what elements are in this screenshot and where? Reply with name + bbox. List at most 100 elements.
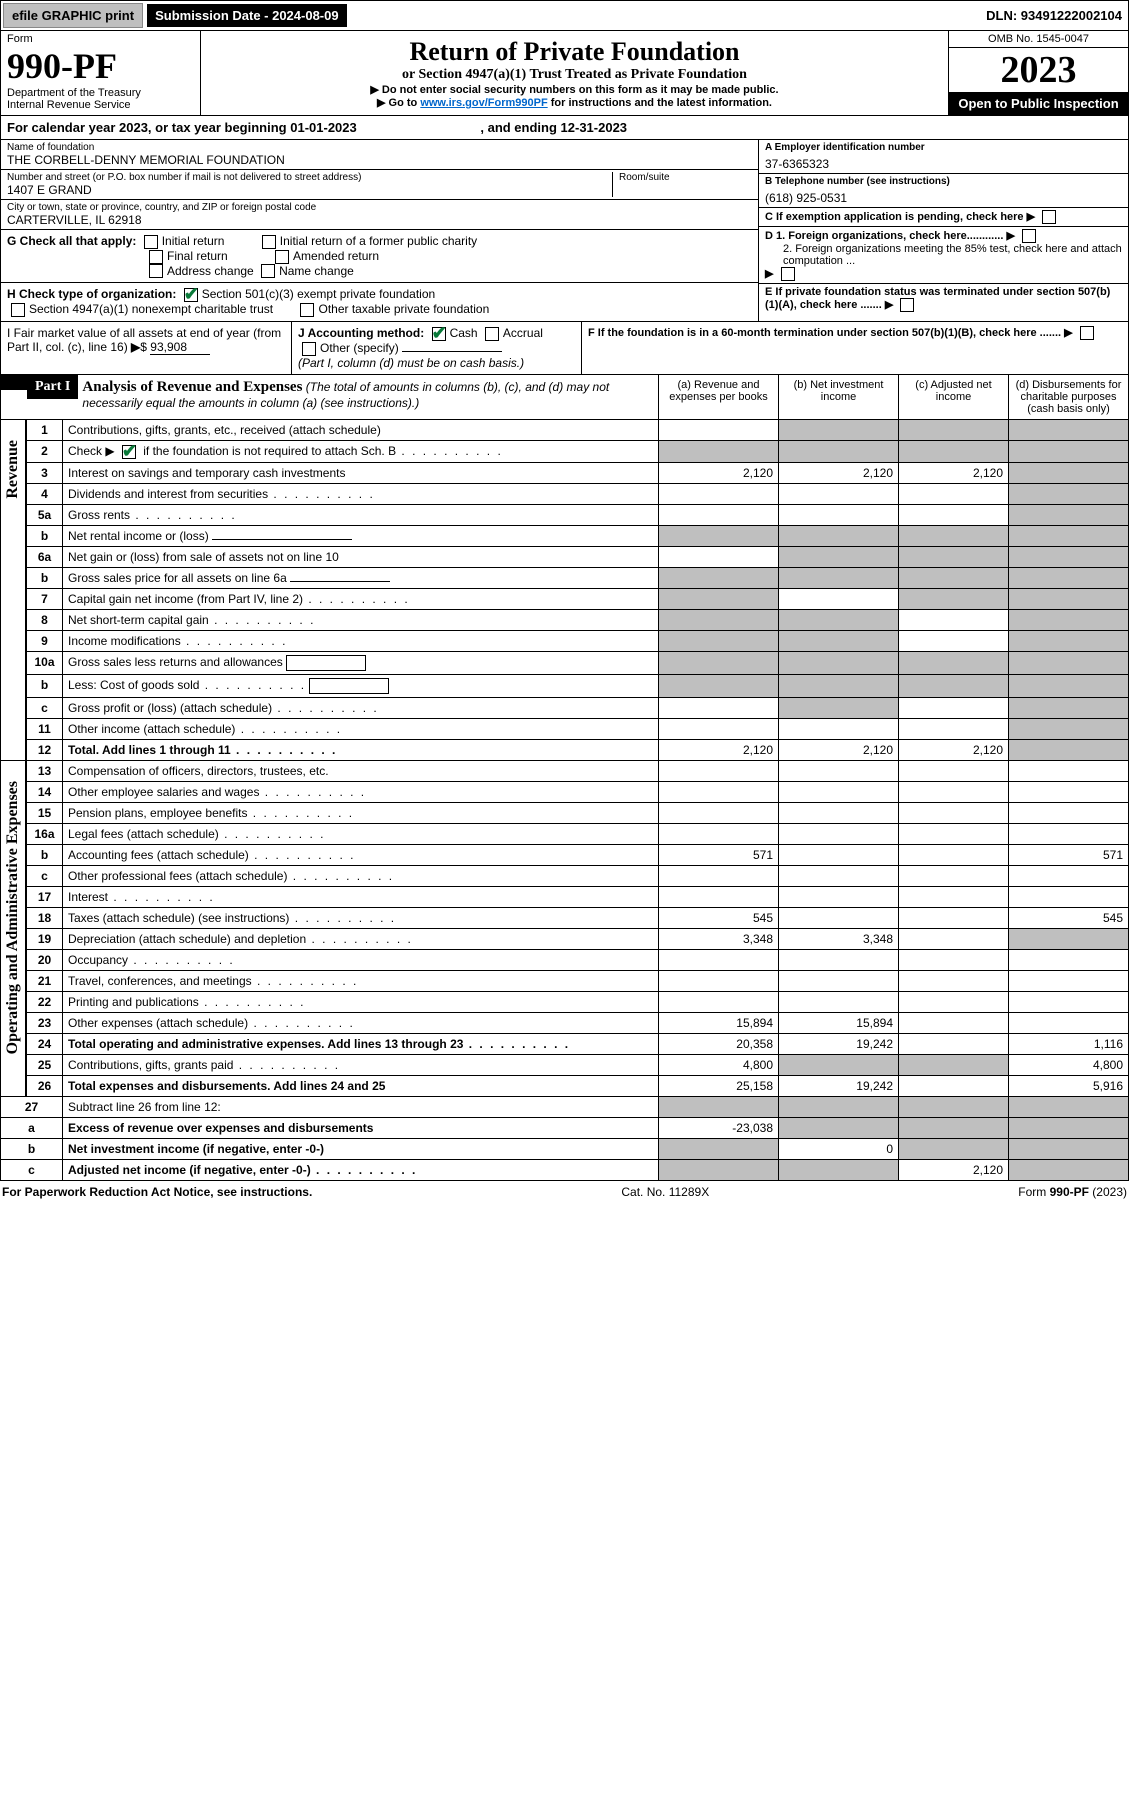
revenue-side-label: Revenue xyxy=(0,420,26,761)
city-label: City or town, state or province, country… xyxy=(7,202,752,213)
room-label: Room/suite xyxy=(619,172,752,183)
chk-accrual[interactable] xyxy=(485,327,499,341)
chk-other-taxable[interactable] xyxy=(300,303,314,317)
chk-address-change[interactable] xyxy=(149,264,163,278)
footer-right: Form 990-PF (2023) xyxy=(1018,1185,1127,1199)
c-label: C If exemption application is pending, c… xyxy=(765,211,1024,223)
chk-501c3[interactable] xyxy=(184,288,198,302)
calyear-mid: , and ending xyxy=(480,120,560,135)
j-label: J Accounting method: xyxy=(298,326,424,340)
row-18: 18Taxes (attach schedule) (see instructi… xyxy=(27,907,1129,928)
row-27b: bNet investment income (if negative, ent… xyxy=(1,1138,1129,1159)
part1-label: Part I xyxy=(27,375,78,399)
i-label: I Fair market value of all assets at end… xyxy=(7,326,281,354)
chk-initial-return[interactable] xyxy=(144,235,158,249)
row-19: 19Depreciation (attach schedule) and dep… xyxy=(27,928,1129,949)
page-footer: For Paperwork Reduction Act Notice, see … xyxy=(0,1181,1129,1203)
chk-other-method[interactable] xyxy=(302,342,316,356)
revenue-section: Revenue 1Contributions, gifts, grants, e… xyxy=(0,420,1129,761)
footer-left: For Paperwork Reduction Act Notice, see … xyxy=(2,1185,312,1199)
chk-exemption-pending[interactable] xyxy=(1042,210,1056,224)
revenue-table: 1Contributions, gifts, grants, etc., rec… xyxy=(26,420,1129,761)
form-subtitle: or Section 4947(a)(1) Trust Treated as P… xyxy=(207,67,942,83)
chk-name-change[interactable] xyxy=(261,264,275,278)
section-g: G Check all that apply: Initial return I… xyxy=(1,230,758,283)
chk-507b1a[interactable] xyxy=(900,298,914,312)
col-c-header: (c) Adjusted net income xyxy=(898,375,1008,419)
form-instr-1: ▶ Do not enter social security numbers o… xyxy=(207,83,942,96)
chk-foreign-org[interactable] xyxy=(1022,229,1036,243)
row-13: 13Compensation of officers, directors, t… xyxy=(27,761,1129,782)
row-7: 7Capital gain net income (from Part IV, … xyxy=(27,588,1129,609)
form-header: Form 990-PF Department of the Treasury I… xyxy=(0,31,1129,116)
calyear-end: 12-31-2023 xyxy=(561,120,628,135)
row-6b: bGross sales price for all assets on lin… xyxy=(27,567,1129,588)
d1-label: D 1. Foreign organizations, check here..… xyxy=(765,230,1003,242)
tax-year: 2023 xyxy=(949,48,1128,92)
form-number: 990-PF xyxy=(7,45,194,87)
d2-label: 2. Foreign organizations meeting the 85%… xyxy=(765,243,1122,267)
calyear-pre: For calendar year 2023, or tax year begi… xyxy=(7,120,290,135)
chk-final-return[interactable] xyxy=(149,250,163,264)
chk-cash[interactable] xyxy=(432,327,446,341)
form-title-block: Return of Private Foundation or Section … xyxy=(201,31,948,115)
j-cash: Cash xyxy=(450,326,478,340)
calendar-year-row: For calendar year 2023, or tax year begi… xyxy=(0,116,1129,140)
row-3: 3Interest on savings and temporary cash … xyxy=(27,462,1129,483)
row-27a: aExcess of revenue over expenses and dis… xyxy=(1,1117,1129,1138)
row-25: 25Contributions, gifts, grants paid4,800… xyxy=(27,1054,1129,1075)
row-16b: bAccounting fees (attach schedule)571571 xyxy=(27,844,1129,865)
form-title: Return of Private Foundation xyxy=(207,37,942,67)
j-note: (Part I, column (d) must be on cash basi… xyxy=(298,356,524,370)
row-16a: 16aLegal fees (attach schedule) xyxy=(27,823,1129,844)
name-label: Name of foundation xyxy=(7,142,752,153)
row-10a: 10aGross sales less returns and allowanc… xyxy=(27,651,1129,674)
row-20: 20Occupancy xyxy=(27,949,1129,970)
row-6a: 6aNet gain or (loss) from sale of assets… xyxy=(27,546,1129,567)
row-27c: cAdjusted net income (if negative, enter… xyxy=(1,1159,1129,1180)
row-2: 2Check ▶ if the foundation is not requir… xyxy=(27,440,1129,462)
chk-4947[interactable] xyxy=(11,303,25,317)
phone: (618) 925-0531 xyxy=(765,187,1122,205)
row-14: 14Other employee salaries and wages xyxy=(27,781,1129,802)
efile-print-button[interactable]: efile GRAPHIC print xyxy=(3,3,143,28)
chk-initial-former[interactable] xyxy=(262,235,276,249)
ein-label: A Employer identification number xyxy=(765,142,1122,153)
form-instr-2: ▶ Go to www.irs.gov/Form990PF for instru… xyxy=(207,96,942,109)
chk-amended[interactable] xyxy=(275,250,289,264)
row-21: 21Travel, conferences, and meetings xyxy=(27,970,1129,991)
fmv-amount: 93,908 xyxy=(150,340,210,355)
form-number-block: Form 990-PF Department of the Treasury I… xyxy=(1,31,201,115)
h-other-taxable: Other taxable private foundation xyxy=(318,302,489,316)
g-addr-change: Address change xyxy=(167,264,254,278)
chk-sch-b[interactable] xyxy=(122,445,136,459)
chk-85pct[interactable] xyxy=(781,267,795,281)
g-amended: Amended return xyxy=(293,249,379,263)
form-year-block: OMB No. 1545-0047 2023 Open to Public In… xyxy=(948,31,1128,115)
chk-507b1b[interactable] xyxy=(1080,326,1094,340)
g-name-change: Name change xyxy=(279,264,354,278)
col-d-header: (d) Disbursements for charitable purpose… xyxy=(1008,375,1128,419)
row-9: 9Income modifications xyxy=(27,630,1129,651)
dept-treasury: Department of the Treasury xyxy=(7,87,194,99)
row-24: 24Total operating and administrative exp… xyxy=(27,1033,1129,1054)
row-12: 12Total. Add lines 1 through 112,1202,12… xyxy=(27,739,1129,760)
h-label: H Check type of organization: xyxy=(7,287,176,301)
j-other: Other (specify) xyxy=(320,341,399,355)
e-label: E If private foundation status was termi… xyxy=(765,286,1110,311)
omb-number: OMB No. 1545-0047 xyxy=(949,31,1128,48)
instr2-post: for instructions and the latest informat… xyxy=(548,97,772,109)
city-state-zip: CARTERVILLE, IL 62918 xyxy=(7,213,752,227)
foundation-name: THE CORBELL-DENNY MEMORIAL FOUNDATION xyxy=(7,153,752,167)
row-11: 11Other income (attach schedule) xyxy=(27,718,1129,739)
submission-date: Submission Date - 2024-08-09 xyxy=(147,4,347,27)
top-bar: efile GRAPHIC print Submission Date - 20… xyxy=(0,0,1129,31)
expenses-table: 13Compensation of officers, directors, t… xyxy=(26,761,1129,1097)
g-final: Final return xyxy=(167,249,228,263)
line27-table: 27Subtract line 26 from line 12: aExcess… xyxy=(0,1097,1129,1181)
form990pf-link[interactable]: www.irs.gov/Form990PF xyxy=(420,97,547,109)
row-17: 17Interest xyxy=(27,886,1129,907)
g-label: G Check all that apply: xyxy=(7,234,136,248)
expenses-side-label: Operating and Administrative Expenses xyxy=(0,761,26,1097)
row-27: 27Subtract line 26 from line 12: xyxy=(1,1097,1129,1118)
